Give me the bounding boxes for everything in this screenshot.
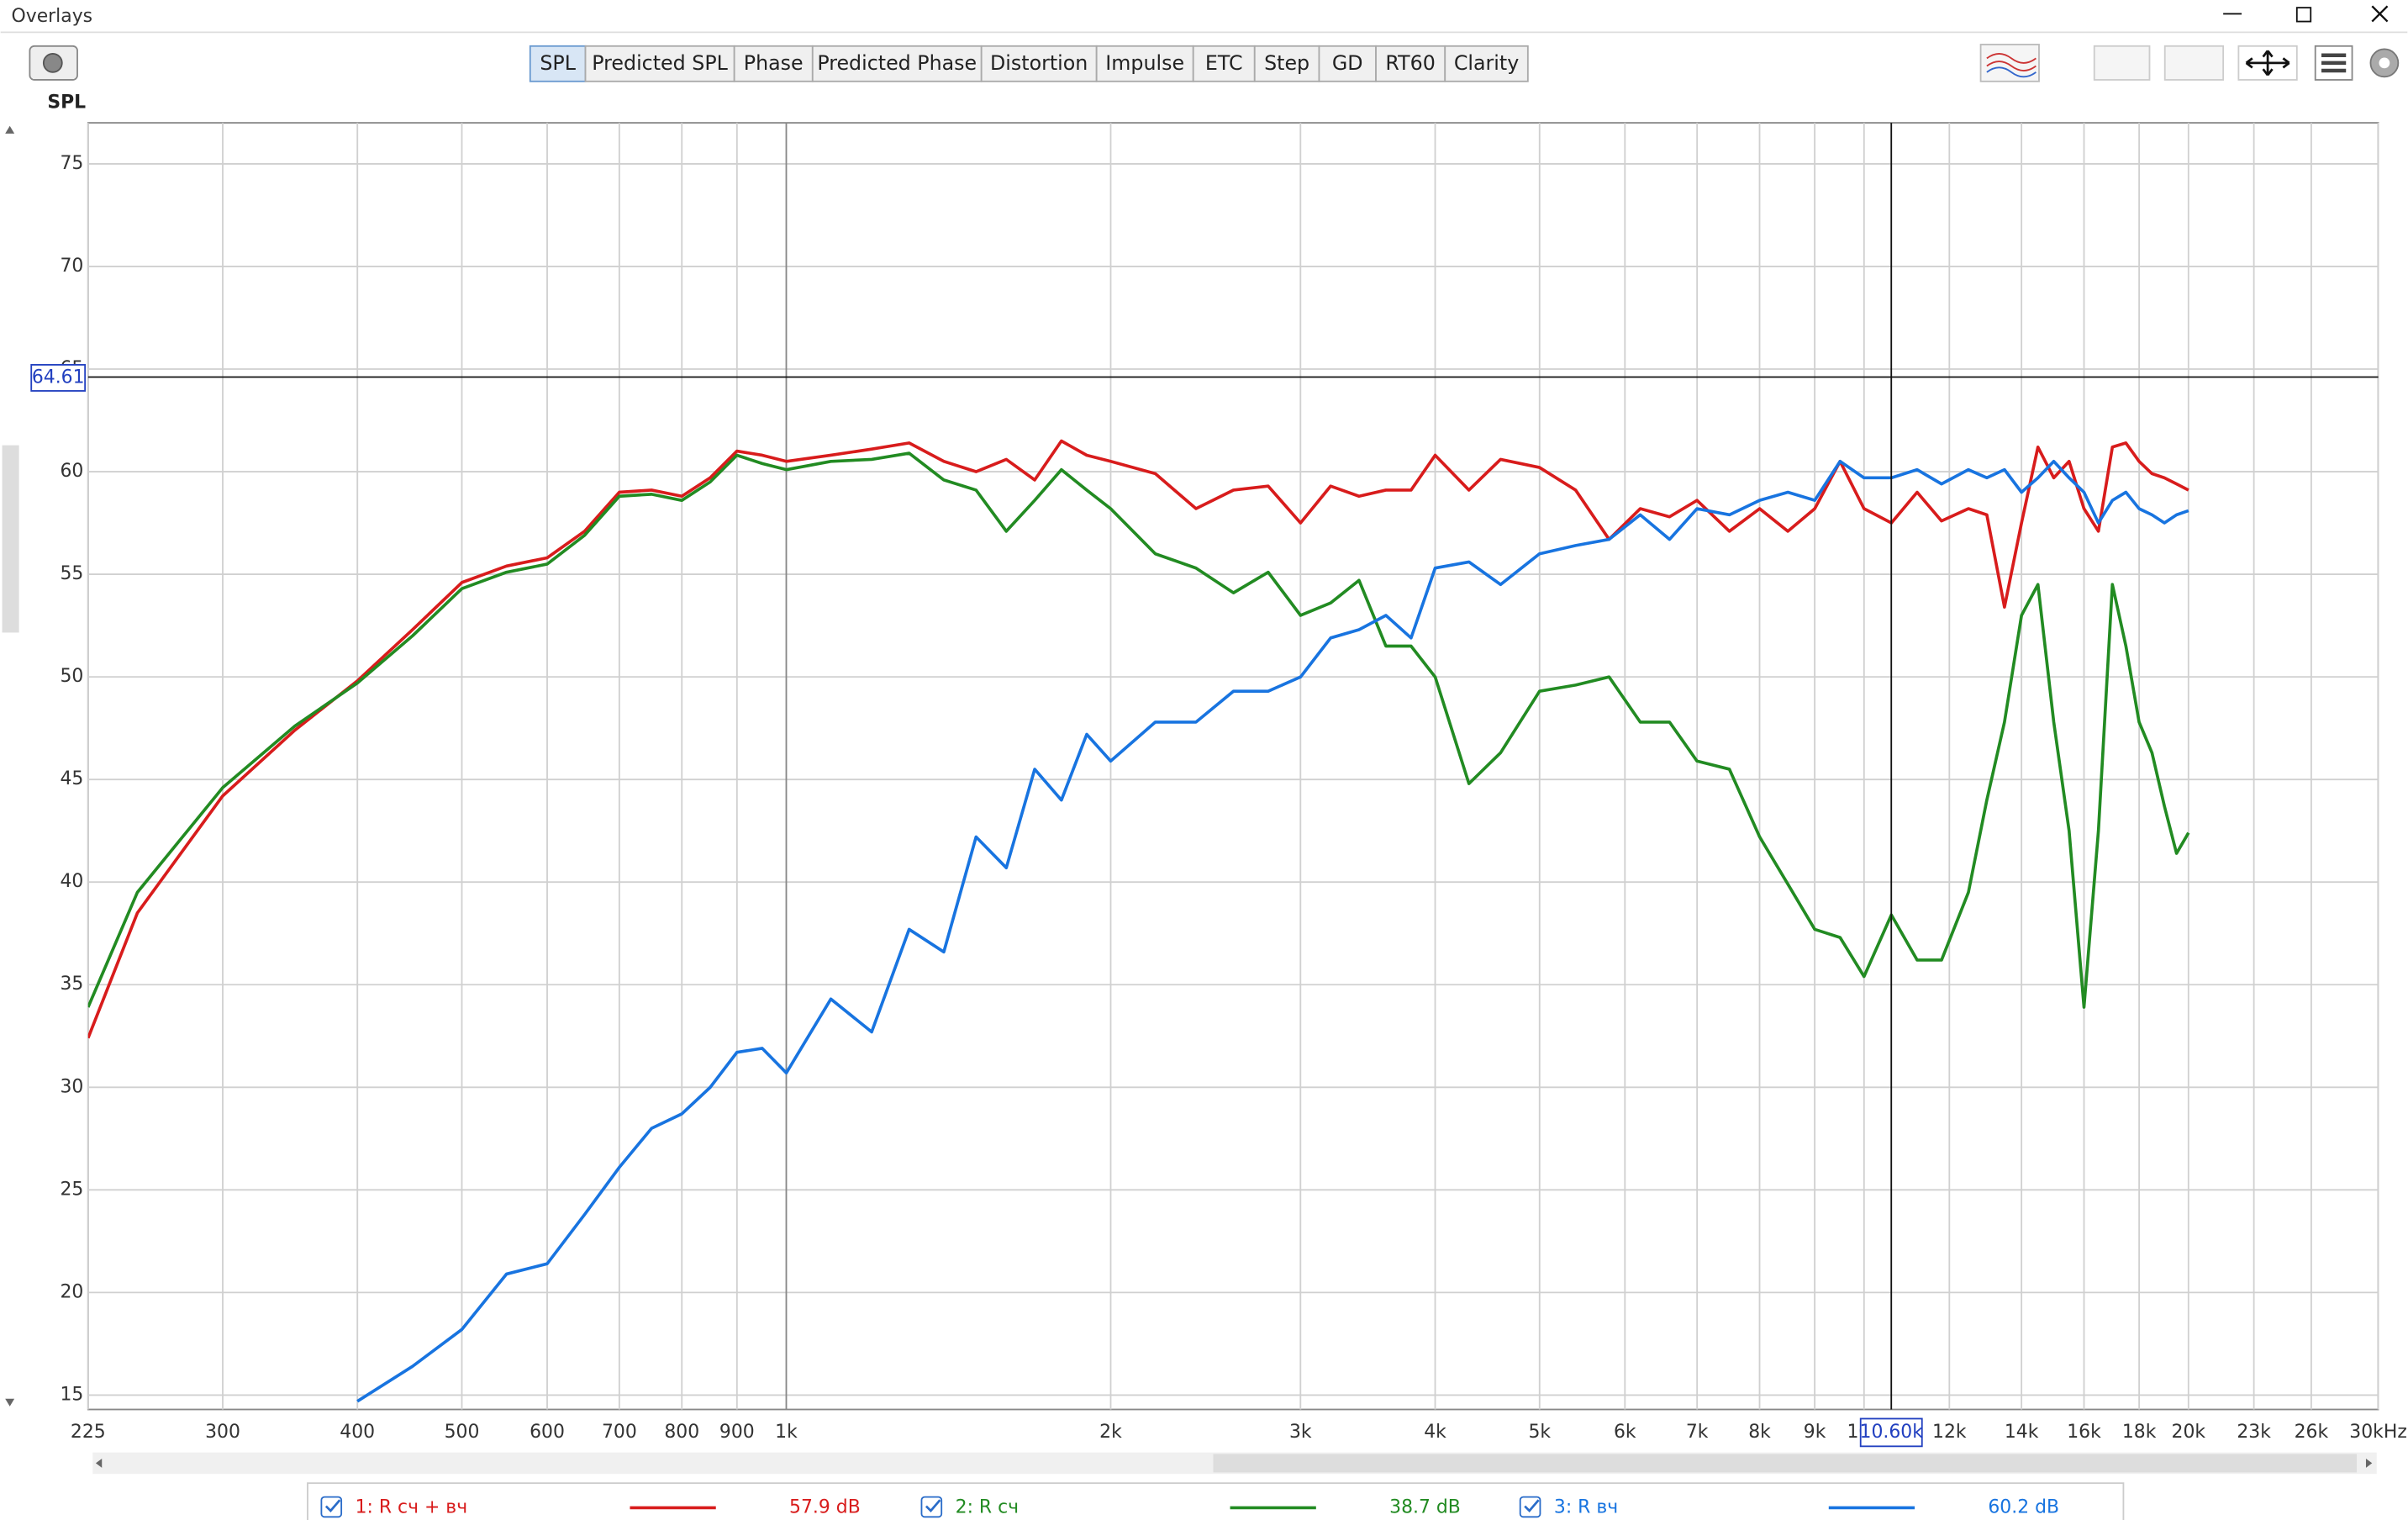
zoom-fit-icon (2245, 50, 2290, 77)
tab-label: GD (1332, 51, 1363, 75)
legend-checkbox[interactable] (920, 1496, 943, 1518)
legend-check (925, 1499, 941, 1513)
tab[interactable] (584, 45, 735, 82)
x-tick-label: 400 (340, 1422, 375, 1443)
tab-label: Clarity (1454, 51, 1519, 75)
tab[interactable] (529, 45, 587, 82)
x-tick-label: 20k (2172, 1422, 2206, 1443)
x-tick-label: 26k (2295, 1422, 2329, 1443)
layout-single-button[interactable] (2093, 45, 2151, 81)
y-tick-label: 15 (60, 1384, 83, 1405)
tab-label: SPL (540, 51, 576, 75)
x-tick-label: 3k (1289, 1422, 1312, 1443)
x-tick-label: 12k (1932, 1422, 1967, 1443)
x-tick-label: 225 (71, 1422, 106, 1443)
x-tick-label: 500 (445, 1422, 480, 1443)
legend-name: 1: R сч + вч (356, 1496, 468, 1517)
series-line (87, 451, 2190, 1009)
close-button[interactable] (2371, 5, 2389, 23)
legend-check (324, 1499, 341, 1513)
y-tick-label: 60 (60, 461, 83, 482)
tab[interactable] (980, 45, 1098, 82)
camera-icon (42, 53, 63, 73)
tab-label: Predicted SPL (592, 51, 728, 75)
tab-label: Distortion (990, 51, 1088, 75)
y-axis-label: SPL (47, 92, 86, 113)
y-tick-label: 50 (60, 666, 83, 687)
x-tick-label: 300 (205, 1422, 240, 1443)
controls-icon (2321, 53, 2347, 73)
y-tick-label: 25 (60, 1179, 83, 1200)
tab[interactable] (1253, 45, 1320, 82)
title-bar (0, 0, 2408, 33)
legend-checkbox[interactable] (320, 1496, 343, 1518)
y-tick-label: 30 (60, 1076, 83, 1097)
tab-label: Step (1264, 51, 1309, 75)
restore-button[interactable] (2295, 7, 2312, 23)
legend-name: 2: R сч (956, 1496, 1019, 1517)
cursor-y-label: 64.61 (32, 367, 85, 388)
x-tick-label: 900 (719, 1422, 755, 1443)
tab[interactable] (733, 45, 814, 82)
layout-split-button[interactable] (2163, 45, 2225, 81)
legend-name: 3: R вч (1554, 1496, 1618, 1517)
y-tick-label: 40 (60, 871, 83, 892)
x-tick-label: 30kHz (2349, 1422, 2407, 1443)
tab[interactable] (1444, 45, 1529, 82)
tab[interactable] (1095, 45, 1194, 82)
plot-area (87, 122, 2379, 1411)
y-tick-label: 70 (60, 256, 83, 277)
overlay-icon-wave (1986, 66, 2037, 78)
x-tick-label: 14k (2005, 1422, 2039, 1443)
legend-readout: 60.2 dB (1988, 1496, 2059, 1517)
window-title: Overlays (11, 6, 92, 27)
y-tick-label: 35 (60, 974, 83, 995)
tab-label: ETC (1205, 51, 1243, 75)
x-tick-label: 4k (1424, 1422, 1446, 1443)
y-tick-label: 75 (60, 153, 83, 174)
tab-label: Predicted Phase (817, 51, 977, 75)
h-scroll-thumb[interactable] (1213, 1454, 2358, 1473)
x-tick-label: 1k (775, 1422, 798, 1443)
x-tick-label: 2k (1099, 1422, 1122, 1443)
legend-readout: 57.9 dB (789, 1496, 861, 1517)
overlay-icon-waves (1986, 53, 2037, 71)
cursor-x-label: 10.60k (1860, 1422, 1924, 1443)
x-tick-label: 5k (1528, 1422, 1551, 1443)
y-tick-label: 55 (60, 563, 83, 584)
tab[interactable] (1318, 45, 1377, 82)
legend-check (1524, 1499, 1540, 1513)
x-tick-label: 600 (530, 1422, 565, 1443)
cursor-x-box (1859, 1417, 1923, 1448)
tab[interactable] (1375, 45, 1446, 82)
legend: 1: R сч + вч 57.9 dB 2: R сч 38.7 dB 3: R вч… (320, 1496, 2059, 1518)
settings-icon (2379, 57, 2390, 69)
series-line (356, 459, 2189, 1403)
x-tick-label: 700 (602, 1422, 637, 1443)
x-tick-label: 800 (664, 1422, 699, 1443)
x-tick-label: 6k (1614, 1422, 1636, 1443)
curves (87, 439, 2190, 1403)
tab-bar: SPL Predicted SPL Phase Predicted Phase Dist… (529, 45, 1529, 82)
y-tick-label: 20 (60, 1281, 83, 1302)
tab-label: Phase (744, 51, 804, 75)
grid (87, 123, 2379, 1410)
x-tick-label: 7k (1686, 1422, 1709, 1443)
x-tick-label: 16k (2067, 1422, 2101, 1443)
x-tick-label: 23k (2237, 1422, 2271, 1443)
legend-checkbox[interactable] (1519, 1496, 1541, 1518)
y-tick-label: 45 (60, 768, 83, 789)
x-tick-label: 18k (2122, 1422, 2157, 1443)
legend-panel (307, 1482, 2125, 1520)
tab-label: Impulse (1105, 51, 1184, 75)
labels: 1520253035404550556065707522530040050060… (30, 123, 2407, 1448)
tab-label: RT60 (1385, 51, 1435, 75)
cursor-y-box (30, 363, 87, 392)
v-scroll-thumb[interactable] (2, 445, 19, 633)
x-tick-label: 9k (1804, 1422, 1826, 1443)
x-tick-label: 8k (1748, 1422, 1771, 1443)
legend-readout: 38.7 dB (1389, 1496, 1461, 1517)
